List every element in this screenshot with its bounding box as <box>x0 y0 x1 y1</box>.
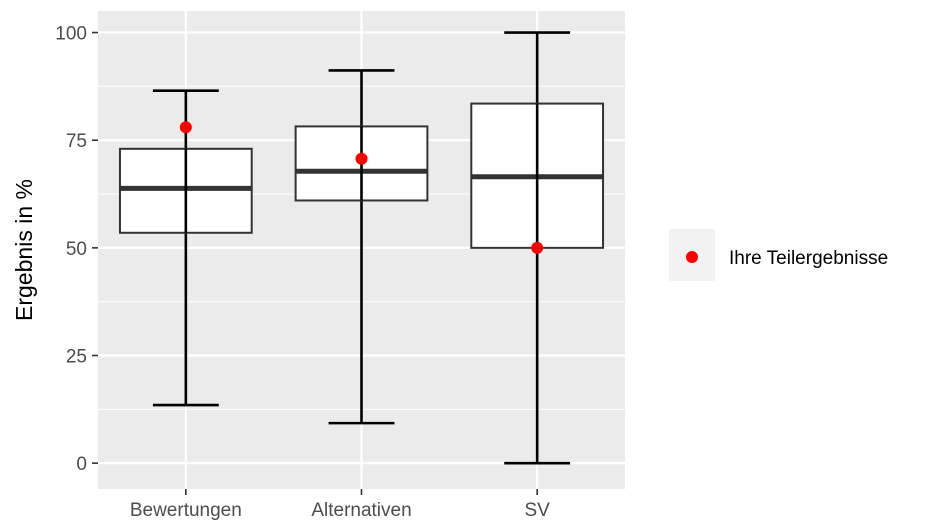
legend-point-icon <box>686 251 698 263</box>
result-point <box>355 152 368 165</box>
legend: Ihre Teilergebnisse <box>669 229 888 281</box>
y-tick-label: 75 <box>66 131 87 152</box>
y-tick-label: 0 <box>76 454 87 475</box>
axes: 0 25 50 75 100 Bewertungen Alternativen SV <box>55 24 550 521</box>
legend-label: Ihre Teilergebnisse <box>729 248 888 269</box>
y-tick-label: 50 <box>66 239 87 260</box>
x-tick-label: SV <box>524 500 550 521</box>
y-tick-label: 100 <box>55 24 87 45</box>
result-point <box>531 241 544 254</box>
y-axis-title: Ergebnis in % <box>11 179 37 321</box>
x-tick-label: Bewertungen <box>130 500 242 521</box>
y-tick-label: 25 <box>66 347 87 368</box>
boxes <box>118 102 605 249</box>
result-point <box>179 121 192 134</box>
x-tick-label: Alternativen <box>311 500 411 521</box>
result-points <box>179 121 544 254</box>
